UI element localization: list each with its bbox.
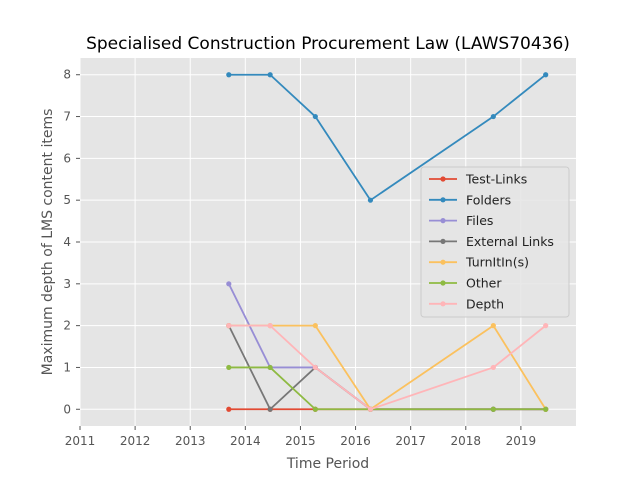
x-axis-ticks: 2011 2012 2013 2014 2015 2016 2017 2018 2019: [65, 426, 536, 448]
y-tick-label: 4: [63, 235, 71, 249]
data-point: [490, 364, 496, 371]
legend-item: External Links: [429, 234, 554, 249]
data-point: [312, 323, 318, 329]
legend-label: TurnItIn(s): [465, 255, 529, 270]
data-point: [490, 406, 496, 412]
x-tick-label: 2012: [120, 434, 151, 448]
legend-label: Other: [466, 276, 502, 291]
legend-item: Other: [429, 276, 502, 291]
legend-label: Test-Links: [465, 172, 527, 187]
series-folders: [226, 72, 549, 203]
legend-swatch-marker: [440, 197, 446, 203]
legend-item: Files: [429, 213, 493, 228]
chart-title: Specialised Construction Procurement Law…: [86, 34, 570, 54]
legend-item: Depth: [429, 296, 504, 311]
legend-label: Files: [466, 213, 493, 228]
y-tick-label: 1: [63, 360, 71, 374]
data-point: [226, 72, 232, 78]
data-point: [312, 113, 318, 120]
data-point: [226, 281, 232, 287]
legend-item: Folders: [429, 192, 511, 207]
legend-label: External Links: [466, 234, 554, 249]
series-line: [228, 366, 546, 411]
legend-item: TurnItIn(s): [429, 255, 529, 270]
x-tick-label: 2015: [285, 434, 316, 448]
x-tick-label: 2018: [451, 434, 482, 448]
data-point: [267, 323, 273, 329]
data-point: [490, 113, 496, 120]
series-depth: [226, 323, 549, 412]
data-point: [490, 323, 496, 329]
series-lines: [226, 72, 549, 412]
data-point: [226, 364, 232, 371]
legend-swatch-marker: [440, 301, 446, 307]
legend: Test-Links Folders Files External Links Turn…: [420, 166, 570, 318]
y-tick-label: 0: [63, 402, 71, 416]
y-tick-label: 8: [63, 68, 71, 82]
legend-item: Test-Links: [429, 172, 527, 187]
data-point: [312, 406, 318, 412]
data-point: [543, 323, 549, 329]
x-tick-label: 2014: [230, 434, 261, 448]
data-point: [226, 323, 232, 329]
y-tick-label: 2: [63, 319, 71, 333]
x-tick-label: 2016: [340, 434, 371, 448]
legend-swatch-marker: [440, 280, 446, 286]
x-tick-label: 2011: [65, 434, 96, 448]
series-line: [228, 324, 547, 411]
x-axis-label: Time Period: [286, 456, 369, 472]
legend-swatch-marker: [440, 218, 446, 224]
y-axis-label: Maximum depth of LMS content items: [40, 109, 56, 376]
y-axis-ticks: 0 1 2 3 4 5 6 7 8: [63, 68, 80, 416]
legend-label: Folders: [466, 192, 511, 207]
y-tick-label: 5: [63, 193, 71, 207]
legend-entries: Test-Links Folders Files External Links Turn…: [429, 172, 554, 311]
y-tick-label: 6: [63, 151, 71, 165]
y-tick-label: 7: [63, 110, 71, 124]
data-point: [267, 364, 273, 371]
y-tick-label: 3: [63, 277, 71, 291]
data-point: [312, 364, 318, 371]
series-line: [228, 73, 547, 202]
x-tick-label: 2019: [506, 434, 537, 448]
data-point: [367, 197, 374, 203]
legend-label: Depth: [466, 296, 504, 311]
legend-swatch-marker: [440, 176, 446, 182]
data-point: [226, 406, 232, 412]
x-tick-label: 2013: [175, 434, 206, 448]
data-point: [267, 72, 273, 78]
data-point: [543, 72, 549, 78]
legend-swatch-marker: [440, 259, 446, 265]
data-point: [367, 406, 374, 412]
legend-box: [420, 166, 570, 318]
data-point: [543, 406, 549, 412]
x-tick-label: 2017: [395, 434, 426, 448]
data-point: [267, 406, 273, 412]
legend-swatch-marker: [440, 238, 446, 244]
